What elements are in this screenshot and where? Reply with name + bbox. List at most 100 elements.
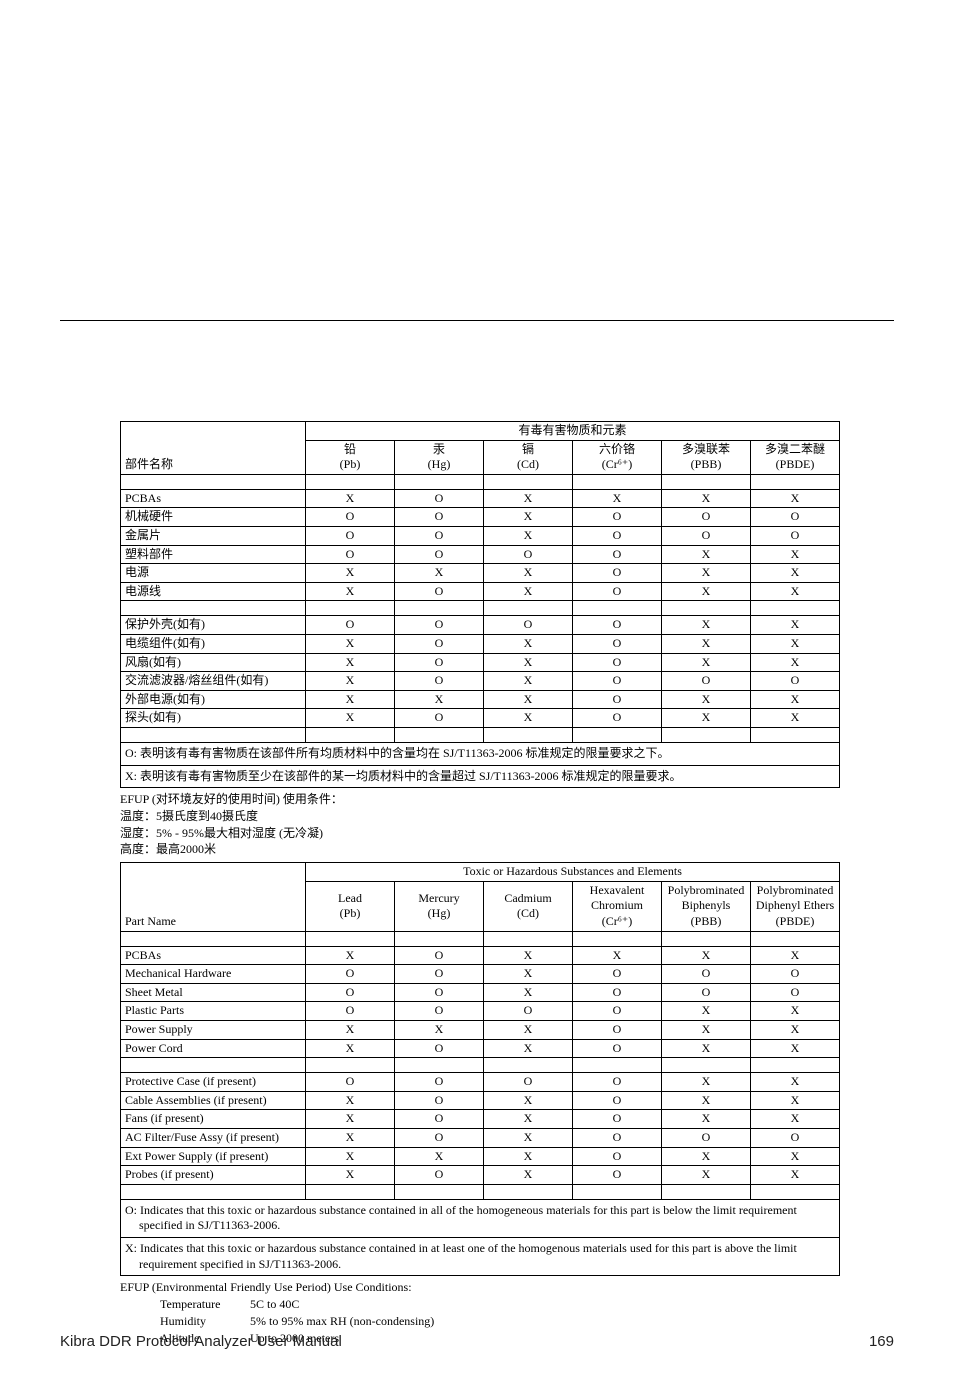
efup-cn-line: 温度：5摄氏度到40摄氏度 <box>120 808 840 825</box>
value-cell: X <box>751 1039 840 1058</box>
table-row: Protective Case (if present)OOOOXX <box>121 1073 840 1092</box>
value-cell: X <box>484 653 573 672</box>
value-cell: X <box>306 672 395 691</box>
value-cell: X <box>751 489 840 508</box>
substance-col-header: 镉(Cd) <box>484 440 573 474</box>
value-cell: O <box>395 582 484 601</box>
substance-col-header: 汞(Hg) <box>395 440 484 474</box>
empty-cell <box>484 1058 573 1073</box>
value-cell: O <box>395 965 484 984</box>
table-row: Power CordXOXOXX <box>121 1039 840 1058</box>
table-row: 电源XXXOXX <box>121 564 840 583</box>
part-name-cell: Fans (if present) <box>121 1110 306 1129</box>
empty-cell <box>395 474 484 489</box>
empty-cell <box>751 601 840 616</box>
value-cell: O <box>573 1110 662 1129</box>
empty-cell <box>306 727 395 742</box>
table-row: PCBAsXOXXXX <box>121 946 840 965</box>
value-cell: O <box>573 1073 662 1092</box>
table-row: 外部电源(如有)XXXOXX <box>121 690 840 709</box>
value-cell: X <box>306 1021 395 1040</box>
empty-cell <box>395 931 484 946</box>
efup-en-value: 5C to 40C <box>250 1296 299 1313</box>
value-cell: X <box>306 582 395 601</box>
part-name-cell: Ext Power Supply (if present) <box>121 1147 306 1166</box>
value-cell: O <box>573 983 662 1002</box>
note-o: O: 表明该有毒有害物质在该部件所有均质材料中的含量均在 SJ/T11363-2… <box>121 742 840 765</box>
hazardous-substance-table-en: Part NameToxic or Hazardous Substances a… <box>120 862 840 1276</box>
efup-en-row: Temperature5C to 40C <box>120 1296 840 1313</box>
value-cell: O <box>751 983 840 1002</box>
value-cell: X <box>751 1021 840 1040</box>
note-o: O: Indicates that this toxic or hazardou… <box>121 1199 840 1237</box>
value-cell: X <box>751 564 840 583</box>
value-cell: O <box>573 1166 662 1185</box>
efup-en-label: Humidity <box>160 1313 250 1330</box>
footer-title: Kibra DDR Protocol Analyzer User Manual <box>60 1333 342 1350</box>
table-row: 保护外壳(如有)OOOOXX <box>121 616 840 635</box>
hazardous-substance-table-cn: 部件名称有毒有害物质和元素铅(Pb)汞(Hg)镉(Cd)六价铬(Cr⁶⁺)多溴联… <box>120 421 840 788</box>
value-cell: O <box>573 1021 662 1040</box>
substance-col-header: 多溴二苯醚(PBDE) <box>751 440 840 474</box>
efup-en-row: Humidity5% to 95% max RH (non-condensing… <box>120 1313 840 1330</box>
note-x: X: 表明该有毒有害物质至少在该部件的某一均质材料中的含量超过 SJ/T1136… <box>121 765 840 788</box>
part-name-cell: Cable Assemblies (if present) <box>121 1091 306 1110</box>
value-cell: O <box>484 1002 573 1021</box>
value-cell: X <box>484 965 573 984</box>
value-cell: O <box>395 1166 484 1185</box>
empty-cell <box>121 1058 306 1073</box>
value-cell: O <box>662 526 751 545</box>
empty-cell <box>484 931 573 946</box>
value-cell: X <box>484 709 573 728</box>
value-cell: X <box>662 1091 751 1110</box>
value-cell: O <box>306 1073 395 1092</box>
value-cell: X <box>751 1002 840 1021</box>
value-cell: X <box>306 709 395 728</box>
value-cell: O <box>395 1002 484 1021</box>
value-cell: O <box>306 965 395 984</box>
part-name-cell: AC Filter/Fuse Assy (if present) <box>121 1129 306 1148</box>
value-cell: O <box>395 1073 484 1092</box>
empty-cell <box>395 1184 484 1199</box>
page-footer: Kibra DDR Protocol Analyzer User Manual … <box>60 1333 894 1350</box>
efup-en-label: Temperature <box>160 1296 250 1313</box>
empty-cell <box>573 1184 662 1199</box>
part-name-cell: 电源 <box>121 564 306 583</box>
table-row: Ext Power Supply (if present)XXXOXX <box>121 1147 840 1166</box>
part-name-cell: Probes (if present) <box>121 1166 306 1185</box>
substance-col-header: Polybrominated Biphenyls(PBB) <box>662 881 751 931</box>
value-cell: X <box>662 582 751 601</box>
value-cell: X <box>484 634 573 653</box>
value-cell: X <box>662 690 751 709</box>
value-cell: O <box>395 1091 484 1110</box>
empty-cell <box>306 601 395 616</box>
value-cell: X <box>484 526 573 545</box>
part-name-cell: 金属片 <box>121 526 306 545</box>
value-cell: X <box>395 1021 484 1040</box>
value-cell: X <box>662 946 751 965</box>
value-cell: O <box>662 983 751 1002</box>
part-name-cell: Sheet Metal <box>121 983 306 1002</box>
table-row: AC Filter/Fuse Assy (if present)XOXOOO <box>121 1129 840 1148</box>
value-cell: O <box>573 1091 662 1110</box>
empty-cell <box>751 474 840 489</box>
part-name-cell: PCBAs <box>121 946 306 965</box>
part-name-cell: 风扇(如有) <box>121 653 306 672</box>
empty-cell <box>121 474 306 489</box>
value-cell: X <box>662 653 751 672</box>
empty-cell <box>484 727 573 742</box>
efup-en-title: EFUP (Environmental Friendly Use Period)… <box>120 1279 840 1296</box>
value-cell: X <box>751 1073 840 1092</box>
empty-cell <box>573 1058 662 1073</box>
value-cell: X <box>484 1166 573 1185</box>
empty-cell <box>573 601 662 616</box>
value-cell: X <box>662 1039 751 1058</box>
note-x: X: Indicates that this toxic or hazardou… <box>121 1237 840 1275</box>
value-cell: X <box>751 946 840 965</box>
part-name-cell: 电缆组件(如有) <box>121 634 306 653</box>
value-cell: O <box>662 508 751 527</box>
empty-cell <box>662 601 751 616</box>
table-row: PCBAsXOXXXX <box>121 489 840 508</box>
value-cell: O <box>484 545 573 564</box>
value-cell: O <box>573 1147 662 1166</box>
